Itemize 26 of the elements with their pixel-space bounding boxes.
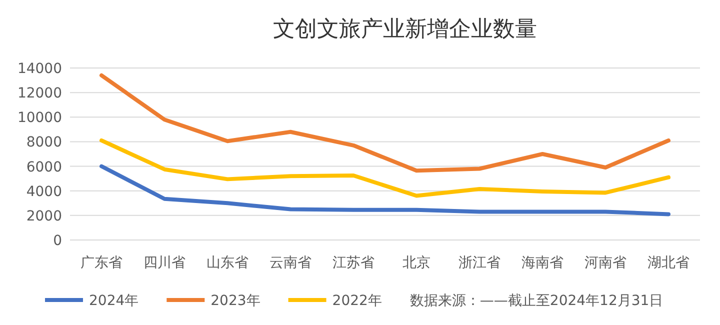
x-tick-label: 海南省	[522, 255, 564, 271]
x-tick-label: 广东省	[80, 255, 122, 271]
legend-label: 2023年	[210, 293, 260, 309]
y-tick-label: 6000	[26, 159, 62, 176]
x-tick-label: 江苏省	[332, 255, 374, 271]
y-tick-label: 14000	[17, 61, 62, 77]
x-tick-label: 云南省	[270, 255, 312, 271]
legend-label: 2024年	[89, 293, 139, 309]
y-tick-label: 8000	[26, 134, 62, 151]
legend-label: 2022年	[332, 293, 382, 309]
line-series	[100, 138, 670, 198]
y-tick-label: 10000	[17, 110, 62, 126]
line-series	[100, 164, 670, 216]
chart-title: 文创文旅产业新增企业数量	[273, 17, 537, 42]
y-tick-label: 4000	[26, 184, 62, 200]
x-tick-label: 浙江省	[458, 255, 500, 271]
x-tick-label: 四川省	[144, 255, 186, 271]
line-series	[100, 73, 670, 173]
x-tick-label: 河南省	[584, 255, 626, 271]
y-tick-label: 12000	[17, 86, 62, 102]
x-tick-label: 北京	[402, 255, 430, 271]
y-tick-label: 2000	[26, 208, 62, 224]
source-note: 数据来源：——截止至2024年12月31日	[410, 293, 664, 309]
x-tick-label: 湖北省	[648, 255, 690, 271]
y-tick-label: 0	[53, 233, 62, 249]
x-tick-label: 山东省	[206, 255, 248, 271]
